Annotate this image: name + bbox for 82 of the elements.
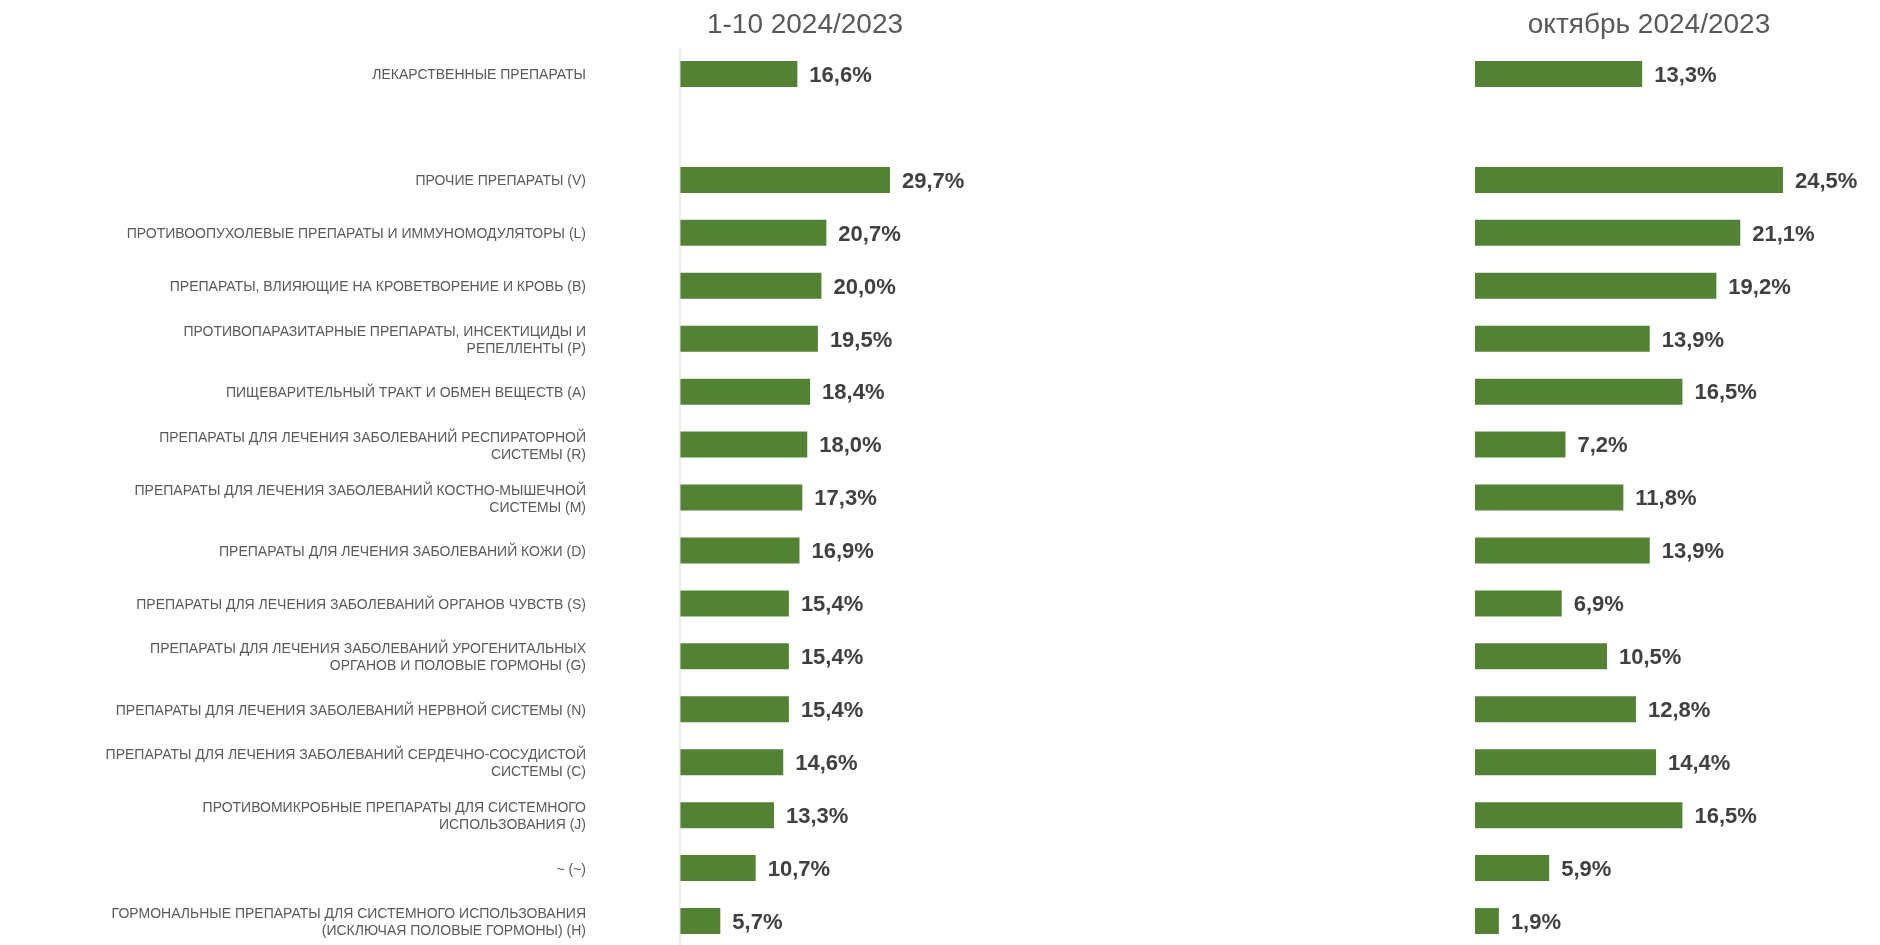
data-label: 15,4% bbox=[800, 697, 864, 723]
data-label: 14,6% bbox=[795, 750, 858, 776]
y-tick-label: ПРОТИВОПАРАЗИТАРНЫЕ ПРЕПАРАТЫ, ИНСЕКТИЦИДЫ И РЕПЕЛЛЕНТЫ (P) bbox=[183, 322, 586, 356]
data-label: 16,9% bbox=[811, 538, 874, 564]
bar bbox=[680, 749, 784, 776]
bar bbox=[680, 537, 800, 564]
data-label: 16,6% bbox=[809, 61, 872, 87]
bar bbox=[1475, 696, 1636, 723]
data-label: 21,1% bbox=[1752, 220, 1815, 246]
bar bbox=[1475, 590, 1562, 617]
bar bbox=[1475, 219, 1741, 246]
y-tick-label: ПРЕПАРАТЫ ДЛЯ ЛЕЧЕНИЯ ЗАБОЛЕВАНИЙ НЕРВНОЙ СИСТЕМЫ (N) bbox=[115, 700, 586, 718]
y-tick-label: ПРЕПАРАТЫ ДЛЯ ЛЕЧЕНИЯ ЗАБОЛЕВАНИЙ КОСТНО-МЫШЕЧНОЙ СИСТЕМЫ (M) bbox=[134, 480, 586, 515]
bar bbox=[1475, 272, 1717, 299]
data-label: 18,4% bbox=[822, 379, 885, 405]
bar bbox=[1475, 61, 1643, 87]
data-label: 10,5% bbox=[1619, 644, 1682, 670]
y-tick-label: ГОРМОНАЛЬНЫЕ ПРЕПАРАТЫ ДЛЯ СИСТЕМНОГО ИСПОЛЬЗОВАНИЯ (ИСКЛЮЧАЯ ПОЛОВЫЕ ГОРМОНЫ) (H) bbox=[111, 905, 586, 939]
bar bbox=[680, 166, 890, 193]
data-label: 24,5% bbox=[1795, 167, 1858, 193]
bar bbox=[1475, 749, 1657, 776]
data-label: 20,0% bbox=[833, 273, 896, 299]
y-tick-label: ПРЕПАРАТЫ ДЛЯ ЛЕЧЕНИЯ ЗАБОЛЕВАНИЙ ОРГАНОВ ЧУВСТВ (S) bbox=[136, 594, 586, 612]
bar bbox=[680, 484, 803, 511]
data-label: 19,5% bbox=[829, 326, 893, 352]
data-label: 12,8% bbox=[1647, 697, 1711, 723]
bar bbox=[680, 908, 721, 935]
y-tick-label: ПРЕПАРАТЫ ДЛЯ ЛЕЧЕНИЯ ЗАБОЛЕВАНИЙ СЕРДЕЧНО-СОСУДИСТОЙ СИСТЕМЫ (C) bbox=[105, 745, 586, 780]
y-tick-label: ПРОЧИЕ ПРЕПАРАТЫ (V) bbox=[415, 172, 586, 189]
data-label: 13,9% bbox=[1661, 326, 1725, 352]
y-tick-label: ПРЕПАРАТЫ ДЛЯ ЛЕЧЕНИЯ ЗАБОЛЕВАНИЙ КОЖИ (D) bbox=[219, 541, 586, 559]
data-label: 7,2% bbox=[1577, 432, 1628, 458]
data-label: 19,2% bbox=[1728, 273, 1791, 299]
y-tick-label: ПРЕПАРАТЫ, ВЛИЯЮЩИЕ НА КРОВЕТВОРЕНИЕ И КРОВЬ (B) bbox=[169, 278, 586, 295]
bar bbox=[680, 61, 798, 87]
bar bbox=[680, 855, 756, 882]
bar bbox=[680, 802, 775, 829]
bar bbox=[1475, 802, 1683, 829]
y-tick-label: ПРОТИВООПУХОЛЕВЫЕ ПРЕПАРАТЫ И ИММУНОМОДУЛЯТОРЫ (L) bbox=[126, 225, 586, 242]
data-label: 15,4% bbox=[800, 591, 864, 617]
bar bbox=[1475, 908, 1499, 935]
data-label: 16,5% bbox=[1694, 802, 1757, 828]
bar bbox=[680, 643, 789, 670]
chart-title: октябрь 2024/2023 bbox=[1527, 8, 1771, 40]
bar bbox=[1475, 484, 1624, 511]
data-label: 11,8% bbox=[1635, 485, 1697, 511]
data-label: 6,9% bbox=[1573, 591, 1624, 617]
bar bbox=[680, 431, 808, 458]
bar bbox=[680, 696, 789, 723]
data-label: 5,9% bbox=[1561, 855, 1612, 881]
bar bbox=[1475, 166, 1783, 193]
data-label: 10,7% bbox=[767, 855, 831, 881]
bar bbox=[1475, 325, 1650, 352]
bar bbox=[680, 378, 811, 405]
chart-title: 1-10 2024/2023 bbox=[706, 8, 904, 40]
data-label: 20,7% bbox=[838, 220, 901, 246]
y-tick-label: ПРЕПАРАТЫ ДЛЯ ЛЕЧЕНИЯ ЗАБОЛЕВАНИЙ РЕСПИРАТОРНОЙ СИСТЕМЫ (R) bbox=[159, 427, 586, 462]
bar bbox=[1475, 378, 1683, 405]
y-tick-label: ЛЕКАРСТВЕННЫЕ ПРЕПАРАТЫ bbox=[372, 66, 586, 83]
y-tick-label: ПРЕПАРАТЫ ДЛЯ ЛЕЧЕНИЯ ЗАБОЛЕВАНИЙ УРОГЕНИТАЛЬНЫХ ОРГАНОВ И ПОЛОВЫЕ ГОРМОНЫ (G) bbox=[150, 639, 587, 674]
y-tick-label: ~ (~) bbox=[556, 860, 586, 877]
data-label: 13,3% bbox=[1654, 61, 1717, 87]
bar bbox=[680, 219, 827, 246]
bar bbox=[1475, 855, 1550, 882]
data-label: 17,3% bbox=[814, 485, 877, 511]
data-label: 18,0% bbox=[819, 432, 882, 458]
data-label: 13,3% bbox=[786, 802, 849, 828]
bar bbox=[680, 590, 789, 617]
bar bbox=[680, 325, 818, 352]
bar bbox=[1475, 431, 1566, 458]
data-label: 14,4% bbox=[1668, 750, 1731, 776]
y-tick-label: ПИЩЕВАРИТЕЛЬНЫЙ ТРАКТ И ОБМЕН ВЕЩЕСТВ (A) bbox=[225, 383, 586, 401]
bar bbox=[680, 272, 822, 299]
bar bbox=[1475, 537, 1650, 564]
data-label: 13,9% bbox=[1661, 538, 1725, 564]
data-label: 5,7% bbox=[732, 908, 783, 934]
data-label: 15,4% bbox=[800, 644, 864, 670]
data-label: 1,9% bbox=[1510, 908, 1562, 934]
data-label: 29,7% bbox=[902, 167, 965, 193]
data-label: 16,5% bbox=[1694, 379, 1757, 405]
y-tick-label: ПРОТИВОМИКРОБНЫЕ ПРЕПАРАТЫ ДЛЯ СИСТЕМНОГО ИСПОЛЬЗОВАНИЯ (J) bbox=[202, 799, 587, 833]
bar bbox=[1475, 643, 1607, 670]
